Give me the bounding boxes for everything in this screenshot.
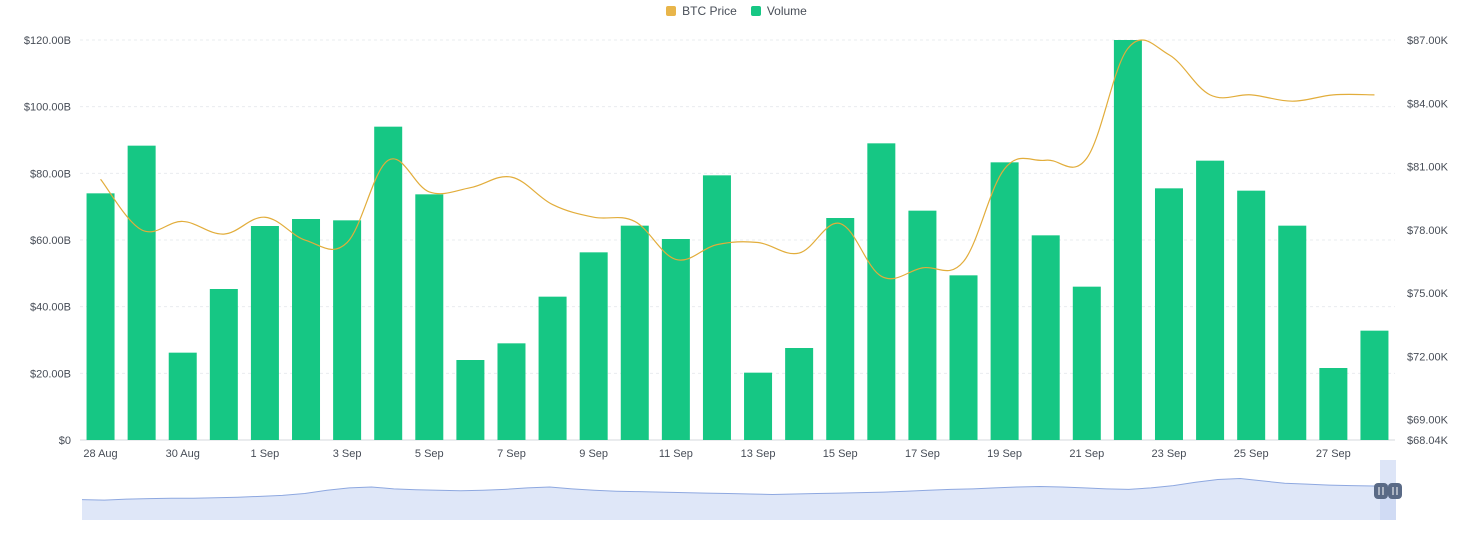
volume-bar[interactable] xyxy=(456,360,485,440)
volume-bar[interactable] xyxy=(374,126,403,441)
x-axis-tick-label: 11 Sep xyxy=(659,448,693,460)
legend: BTC Price Volume xyxy=(0,4,1473,18)
volume-bar[interactable] xyxy=(415,194,444,440)
volume-bar[interactable] xyxy=(785,348,814,440)
right-axis-tick-label: $68.04K xyxy=(1407,435,1449,447)
volume-bar[interactable] xyxy=(702,175,731,441)
volume-bar[interactable] xyxy=(1072,286,1101,440)
volume-bar[interactable] xyxy=(250,226,279,440)
navigator-handle[interactable] xyxy=(1374,483,1388,499)
x-axis-tick-label: 5 Sep xyxy=(415,448,444,460)
left-axis-tick-label: $120.00B xyxy=(24,35,71,47)
volume-bar[interactable] xyxy=(949,275,978,440)
x-axis-tick-label: 19 Sep xyxy=(987,448,1022,460)
volume-bar[interactable] xyxy=(908,210,937,440)
right-axis-tick-label: $81.00K xyxy=(1407,162,1449,174)
x-axis-tick-label: 7 Sep xyxy=(497,448,526,460)
right-axis-tick-label: $84.00K xyxy=(1407,98,1449,110)
volume-bars xyxy=(86,40,1389,441)
navigator-line xyxy=(81,478,1397,501)
x-axis-tick-label: 9 Sep xyxy=(579,448,608,460)
volume-bar[interactable] xyxy=(1196,160,1225,440)
volume-bar[interactable] xyxy=(209,289,238,440)
volume-bar[interactable] xyxy=(1278,225,1307,440)
volume-bar[interactable] xyxy=(333,220,362,440)
volume-bar[interactable] xyxy=(86,193,115,440)
legend-label-volume: Volume xyxy=(766,4,807,18)
x-axis-tick-label: 3 Sep xyxy=(333,448,362,460)
range-navigator[interactable] xyxy=(81,460,1402,520)
navigator-area xyxy=(82,478,1396,520)
x-axis-tick-label: 25 Sep xyxy=(1234,448,1269,460)
left-axis-tick-label: $40.00B xyxy=(30,302,71,314)
legend-swatch-btc-price xyxy=(666,6,677,16)
volume-bar[interactable] xyxy=(1319,368,1348,440)
legend-label-btc-price: BTC Price xyxy=(682,4,737,18)
left-axis-tick-label: $80.00B xyxy=(30,168,71,180)
x-axis-tick-label: 28 Aug xyxy=(83,448,117,460)
left-axis-tick-label: $0 xyxy=(59,435,71,447)
volume-bar[interactable] xyxy=(1113,40,1142,440)
right-axis-tick-label: $69.00K xyxy=(1407,415,1449,427)
x-axis-tick-label: 21 Sep xyxy=(1069,448,1104,460)
volume-bar[interactable] xyxy=(826,218,855,440)
volume-bar[interactable] xyxy=(661,239,690,440)
volume-bar[interactable] xyxy=(1154,188,1183,440)
right-axis-tick-label: $75.00K xyxy=(1407,288,1449,300)
x-axis: 28 Aug 30 Aug 1 Sep 3 Sep 5 Sep 7 Sep 9 Sep 11 … xyxy=(83,448,1350,460)
right-axis-tick-label: $72.00K xyxy=(1407,351,1449,363)
volume-bar[interactable] xyxy=(168,352,197,440)
legend-item-volume[interactable]: Volume xyxy=(750,4,807,18)
right-axis-tick-label: $78.00K xyxy=(1407,225,1449,237)
navigator-handle[interactable] xyxy=(1388,483,1402,499)
x-axis-tick-label: 27 Sep xyxy=(1316,448,1351,460)
volume-bar[interactable] xyxy=(579,252,608,440)
volume-bar[interactable] xyxy=(127,145,156,440)
x-axis-tick-label: 17 Sep xyxy=(905,448,940,460)
x-axis-tick-label: 23 Sep xyxy=(1152,448,1187,460)
volume-bar[interactable] xyxy=(867,143,896,441)
btc-price-line[interactable] xyxy=(100,39,1375,280)
right-axis-tick-label: $87.00K xyxy=(1407,35,1449,47)
x-axis-tick-label: 15 Sep xyxy=(823,448,858,460)
x-axis-tick-label: 1 Sep xyxy=(251,448,280,460)
left-axis-tick-label: $60.00B xyxy=(30,235,71,247)
volume-bar[interactable] xyxy=(538,296,567,440)
left-y-axis: $0 $20.00B $40.00B $60.00B $80.00B $100.00B $1… xyxy=(24,35,71,447)
left-axis-tick-label: $20.00B xyxy=(30,368,71,380)
volume-bar[interactable] xyxy=(620,225,649,440)
x-axis-tick-label: 30 Aug xyxy=(166,448,200,460)
volume-bar[interactable] xyxy=(1237,190,1266,440)
volume-bar[interactable] xyxy=(1031,235,1060,440)
right-y-axis: $68.04K $69.00K $72.00K $75.00K $78.00K $81.0… xyxy=(1407,35,1449,447)
price-line-group xyxy=(100,39,1375,280)
left-axis-tick-label: $100.00B xyxy=(24,102,71,114)
legend-item-btc-price[interactable]: BTC Price xyxy=(666,4,737,18)
volume-bar[interactable] xyxy=(497,343,526,440)
volume-bar[interactable] xyxy=(1360,330,1389,440)
volume-bar[interactable] xyxy=(990,162,1019,441)
legend-swatch-volume xyxy=(750,6,761,16)
volume-bar[interactable] xyxy=(744,372,773,440)
x-axis-tick-label: 13 Sep xyxy=(741,448,776,460)
volume-bar[interactable] xyxy=(292,219,321,440)
